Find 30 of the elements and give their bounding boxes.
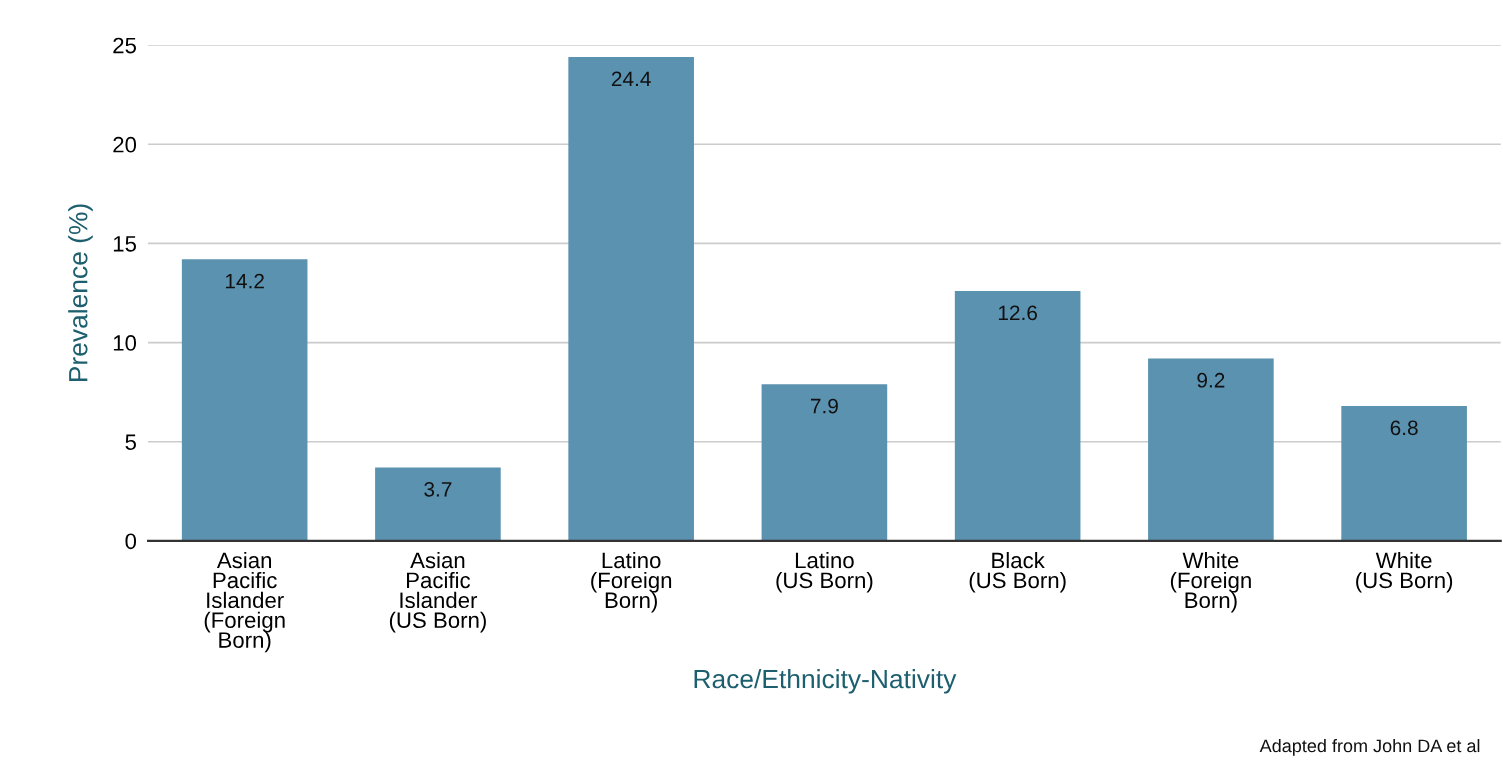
data-label: 3.7: [424, 481, 452, 497]
bar: [761, 384, 888, 541]
bar: [568, 57, 694, 541]
data-label: 9.2: [1197, 372, 1225, 388]
data-label: 12.6: [998, 305, 1037, 321]
x-tick-label: White (Foreign Born): [1170, 551, 1251, 613]
y-tick-label: 0: [125, 533, 137, 550]
text: Adapted from John DA et al: [1259, 738, 1480, 756]
y-tick-label: 5: [125, 434, 136, 450]
y-axis-title: Prevalence (%): [68, 204, 93, 382]
x-tick-label: Asian Pacific Islander (Foreign Born): [204, 551, 285, 653]
x-tick-label: White (US Born): [1356, 551, 1453, 593]
data-label: 14.2: [225, 273, 264, 289]
x-axis-title: Race/Ethnicity-Nativity: [694, 668, 957, 694]
x-tick-label: Black (US Born): [969, 551, 1066, 593]
data-label: 24.4: [611, 71, 651, 87]
bar: [375, 467, 501, 541]
bar: [181, 259, 308, 541]
y-tick-label: 10: [113, 335, 137, 351]
data-label: 7.9: [810, 398, 838, 414]
x-tick-label: Latino (US Born): [776, 551, 873, 593]
data-label: 6.8: [1390, 420, 1418, 436]
y-tick-label: 20: [113, 136, 137, 153]
y-tick-label: 25: [113, 37, 137, 54]
bar: [1341, 406, 1467, 541]
bar: [954, 291, 1081, 541]
x-tick-label: Asian Pacific Islander (US Born): [389, 551, 486, 633]
x-tick-label: Latino (Foreign Born): [591, 551, 672, 613]
bar: [1148, 358, 1274, 541]
y-tick-label: 15: [113, 236, 137, 252]
